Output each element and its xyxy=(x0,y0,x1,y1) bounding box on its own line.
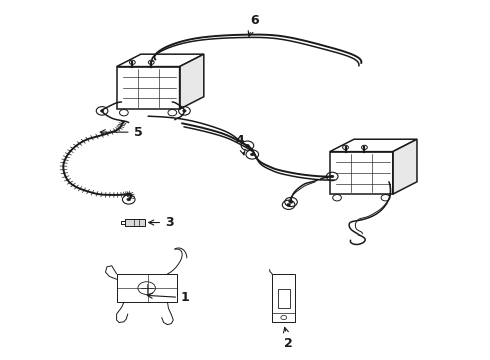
Polygon shape xyxy=(125,219,145,226)
Circle shape xyxy=(245,144,249,147)
Circle shape xyxy=(287,203,291,206)
Circle shape xyxy=(183,109,186,112)
Circle shape xyxy=(289,201,293,203)
Text: 3: 3 xyxy=(149,216,173,229)
Text: 5: 5 xyxy=(100,126,142,139)
Circle shape xyxy=(127,198,131,201)
Circle shape xyxy=(100,109,104,112)
Polygon shape xyxy=(180,54,204,109)
Text: 6: 6 xyxy=(248,14,259,36)
Polygon shape xyxy=(393,139,417,194)
Polygon shape xyxy=(330,139,417,152)
Text: 1: 1 xyxy=(147,291,190,304)
Text: 2: 2 xyxy=(284,328,293,350)
Circle shape xyxy=(330,175,334,178)
Polygon shape xyxy=(117,54,204,67)
Text: 4: 4 xyxy=(236,134,245,155)
Circle shape xyxy=(250,153,254,156)
